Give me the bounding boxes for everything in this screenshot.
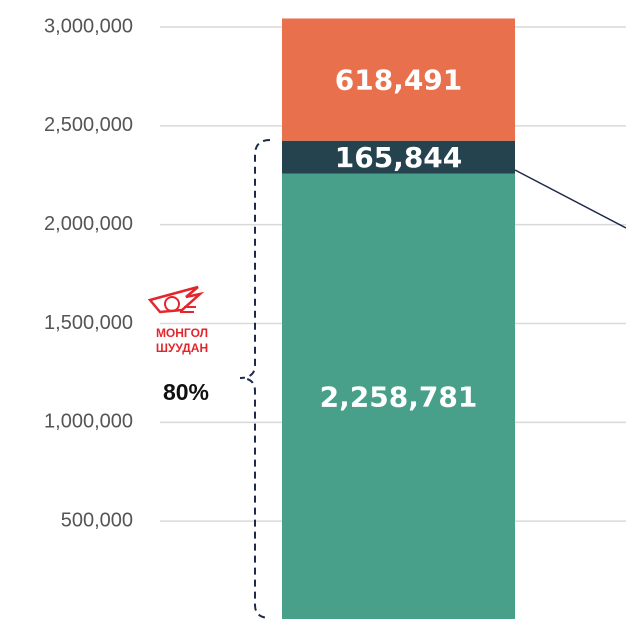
value-label: 2,258,781: [320, 380, 478, 413]
value-label: 618,491: [335, 64, 463, 97]
logo-text: МОНГОЛ: [156, 326, 208, 340]
y-tick-label: 2,000,000: [44, 213, 133, 235]
bars: [282, 18, 515, 619]
bar-segment: [282, 140, 515, 174]
y-tick-label: 1,000,000: [44, 411, 133, 433]
logo-icon: [147, 285, 205, 314]
value-label: 165,844: [335, 141, 463, 174]
connector-line: [514, 169, 626, 229]
brace: [239, 139, 271, 619]
logo-text: ШУУДАН: [156, 341, 208, 355]
labels: 2,258,781 165,844 618,491: [320, 64, 478, 414]
y-tick-label: 500,000: [61, 509, 133, 531]
bar-segment: [282, 18, 515, 141]
annotation: 80%: [163, 379, 209, 405]
bar-segment: [282, 173, 515, 619]
y-tick-label: 2,500,000: [44, 114, 133, 136]
y-tick-label: 3,000,000: [44, 15, 133, 37]
y-tick-label: 1,500,000: [44, 312, 133, 334]
